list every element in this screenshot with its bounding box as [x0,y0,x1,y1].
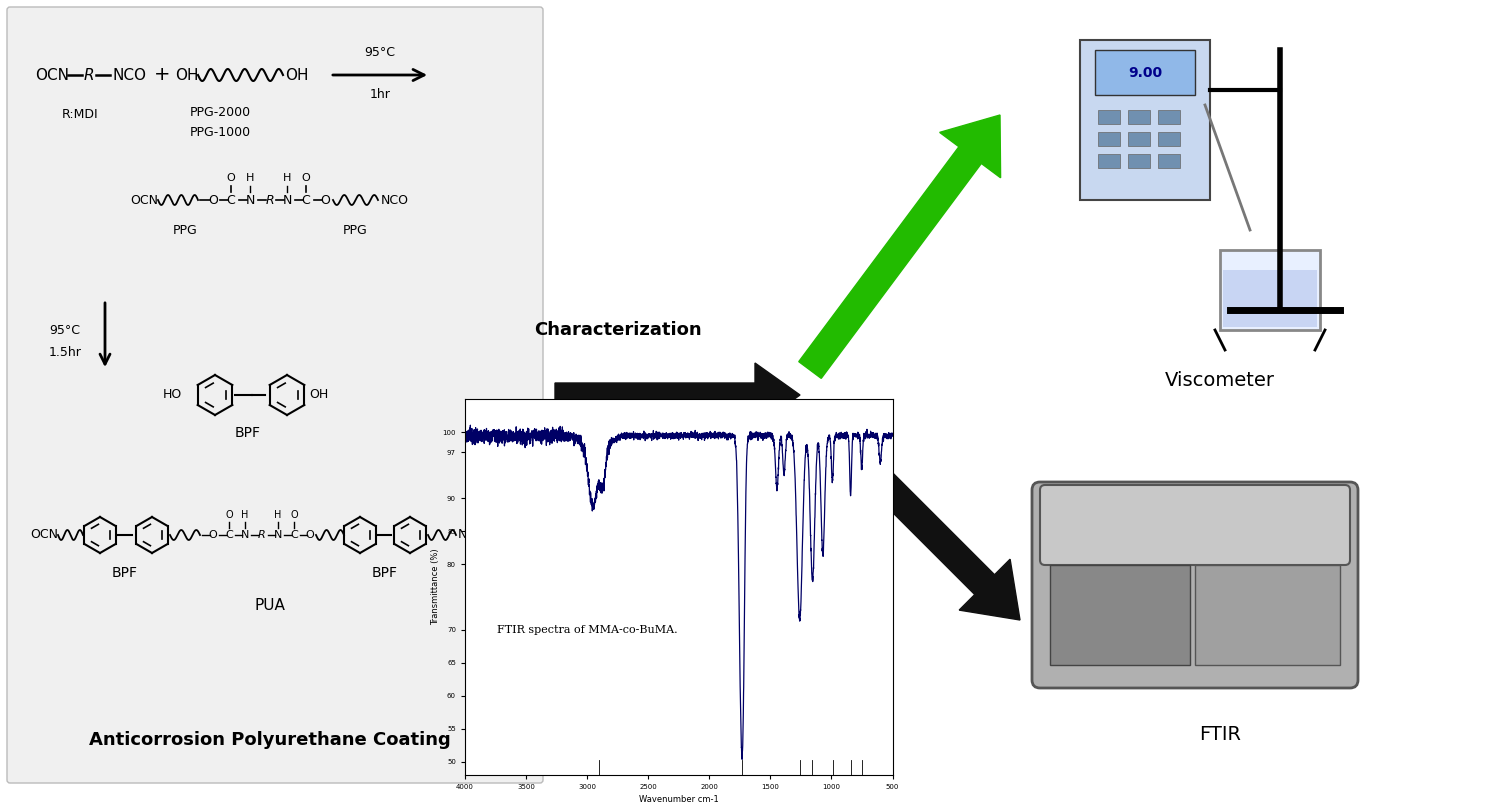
FancyBboxPatch shape [1040,485,1350,565]
Text: O: O [306,530,315,540]
Bar [1128,154,1150,168]
Text: N: N [246,194,255,207]
Text: H: H [242,510,249,520]
Bar [1222,270,1317,327]
Text: PPG-2000: PPG-2000 [189,107,250,119]
X-axis label: Wavenumber cm-1: Wavenumber cm-1 [639,796,718,805]
Text: OH: OH [285,68,309,82]
Text: C: C [290,530,298,540]
Text: BPF: BPF [112,566,138,580]
Bar [1128,132,1150,146]
Text: PPG-1000: PPG-1000 [189,127,250,140]
Text: 95°C: 95°C [364,47,396,60]
Text: 9.00: 9.00 [1128,66,1162,80]
Text: OCN: OCN [34,68,69,82]
Text: HO: HO [164,388,183,402]
Text: PPG: PPG [342,224,368,236]
Text: O: O [290,510,298,520]
Text: NCO: NCO [458,529,486,541]
Bar [1158,132,1180,146]
Text: OH: OH [309,388,328,402]
Text: O: O [225,510,232,520]
Text: N: N [242,530,249,540]
Text: C: C [226,194,236,207]
Bar [1098,132,1120,146]
Bar [1128,110,1150,124]
Text: C: C [225,530,232,540]
Text: PUA: PUA [255,597,285,613]
Text: R: R [258,530,266,540]
Polygon shape [555,363,800,427]
Bar [1095,50,1196,95]
FancyBboxPatch shape [8,7,543,783]
FancyBboxPatch shape [1032,482,1358,688]
Text: NCO: NCO [381,194,410,207]
Bar [1220,250,1320,330]
Text: N: N [282,194,291,207]
Text: O: O [320,194,330,207]
Bar [1050,565,1190,665]
Polygon shape [800,115,1000,378]
Text: H: H [246,173,254,183]
Text: R:MDI: R:MDI [62,108,99,122]
Text: O: O [209,530,218,540]
Text: +: + [153,65,170,85]
Text: NCO: NCO [112,68,146,82]
Text: Characterization: Characterization [534,321,702,339]
Polygon shape [810,410,1020,620]
Text: H: H [284,173,291,183]
Text: BPF: BPF [236,426,261,440]
Text: R: R [84,68,94,82]
Text: O: O [302,173,310,183]
Text: H: H [274,510,282,520]
Text: OCN: OCN [30,529,58,541]
Text: N: N [274,530,282,540]
Text: BPF: BPF [372,566,398,580]
Text: 1.5hr: 1.5hr [48,345,81,358]
Text: FTIR spectra of MMA-co-BuMA.: FTIR spectra of MMA-co-BuMA. [496,625,678,635]
Text: Anticorrosion Polyurethane Coating: Anticorrosion Polyurethane Coating [88,731,452,749]
Text: C: C [302,194,310,207]
Text: O: O [226,173,236,183]
Text: O: O [209,194,218,207]
Text: Viscometer: Viscometer [1166,370,1275,390]
Text: R: R [266,194,274,207]
Bar [1196,565,1340,665]
Text: 1hr: 1hr [369,89,390,102]
Bar [1080,40,1210,200]
Text: PPG: PPG [172,224,198,236]
Bar [1158,110,1180,124]
Y-axis label: Transmittance (%): Transmittance (%) [430,549,439,625]
Text: OH: OH [176,68,198,82]
Bar [1158,154,1180,168]
Bar [1098,110,1120,124]
Text: FTIR: FTIR [1198,725,1240,745]
Text: 95°C: 95°C [50,324,81,337]
Bar [1098,154,1120,168]
Text: OCN: OCN [130,194,158,207]
